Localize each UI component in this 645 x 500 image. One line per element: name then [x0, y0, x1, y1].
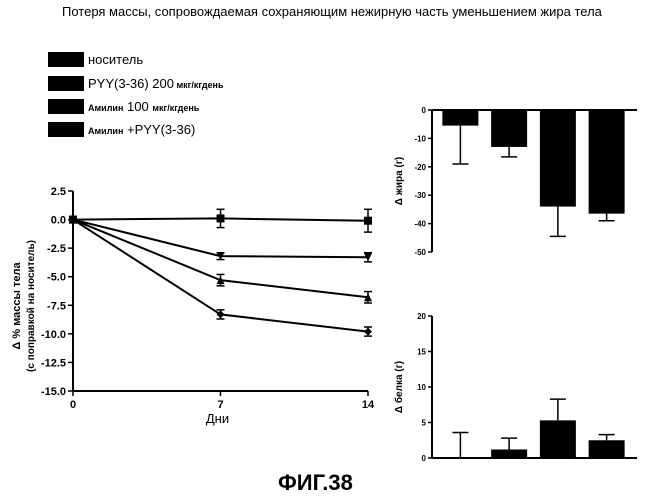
y-tick-label: 15	[417, 348, 426, 357]
y-tick-label: -40	[414, 220, 426, 229]
data-point	[364, 328, 372, 336]
bar	[589, 110, 625, 214]
y-tick-label: -50	[414, 248, 426, 257]
y-tick-label: 2.5	[51, 186, 66, 198]
y-tick-label: 10	[417, 383, 426, 392]
bar	[540, 110, 576, 207]
data-point	[364, 217, 372, 225]
figure-label: ФИГ.38	[278, 470, 353, 496]
y-axis-label: Δ % массы тела	[11, 262, 23, 350]
y-tick-label: 0	[422, 454, 427, 463]
bar	[442, 110, 478, 126]
bar	[491, 110, 527, 147]
x-axis-label: Дни	[206, 411, 229, 426]
y-tick-label: -12.5	[41, 357, 66, 369]
y-tick-label: 20	[417, 312, 426, 321]
y-tick-label: -20	[414, 163, 426, 172]
y-tick-label: 0	[422, 106, 427, 115]
y-tick-label: -5.0	[47, 272, 66, 284]
y-tick-label: -30	[414, 191, 426, 200]
bar	[540, 420, 576, 458]
y-tick-label: 5	[422, 419, 427, 428]
y-axis-label: Δ жира (г)	[394, 157, 405, 205]
x-tick-label: 14	[362, 399, 375, 411]
y-tick-label: -2.5	[47, 243, 66, 255]
data-point	[217, 214, 225, 222]
y-tick-label: -15.0	[41, 386, 66, 398]
bar	[491, 449, 527, 458]
x-tick-label: 7	[217, 399, 223, 411]
y-tick-label: 0.0	[51, 215, 66, 227]
y-tick-label: -10	[414, 134, 426, 143]
y-tick-label: -10.0	[41, 329, 66, 341]
bar	[589, 440, 625, 458]
x-tick-label: 0	[70, 399, 76, 411]
y-axis-label: Δ белка (г)	[393, 361, 405, 413]
y-axis-label-secondary: (с поправкой на носитель)	[26, 240, 37, 372]
bar	[442, 458, 478, 459]
y-tick-label: -7.5	[47, 300, 66, 312]
